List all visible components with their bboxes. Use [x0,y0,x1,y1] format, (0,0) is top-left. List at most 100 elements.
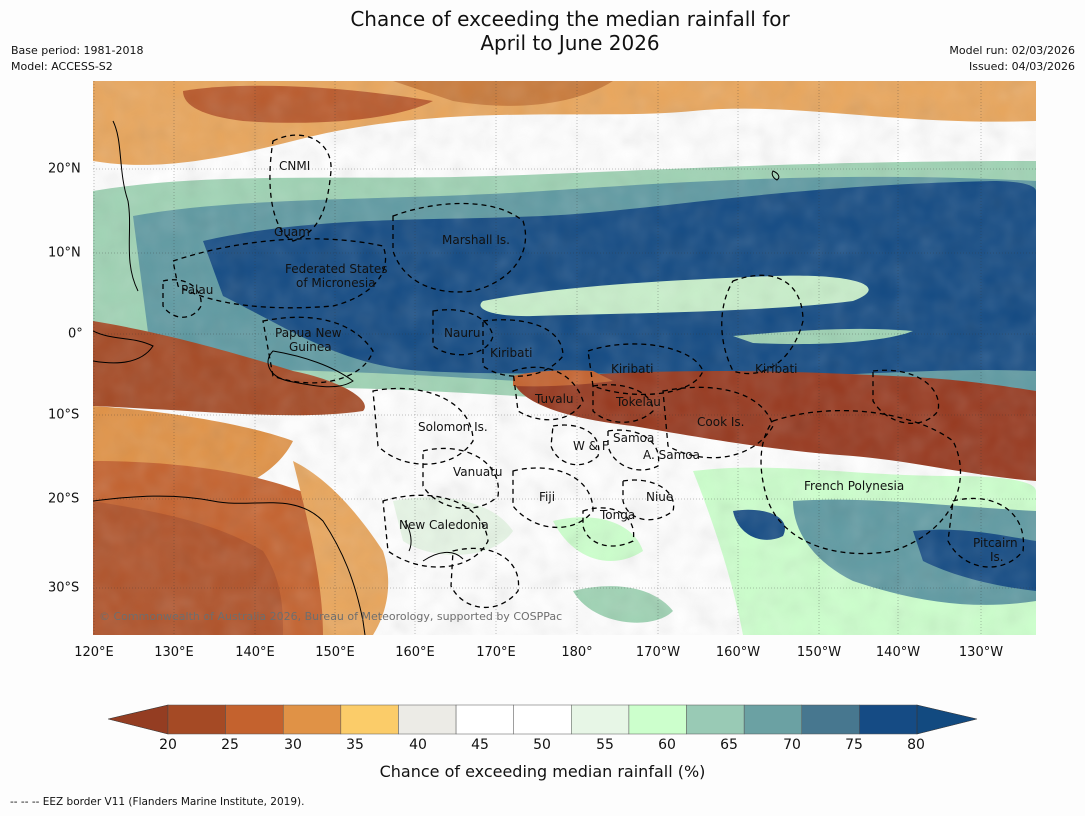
eez-kiribati-central [587,343,704,395]
y-tick: 20°N [48,161,81,177]
colorbar-tick: 20 [159,737,177,753]
run-info: Model run: 02/03/2026 Issued: 04/03/2026 [949,43,1075,75]
eez-tonga [582,507,635,547]
label-kiribati-central: Kiribati [611,362,653,376]
label-guam: Guam [274,225,310,239]
label-marshall: Marshall Is. [442,233,510,247]
colorbar-tick: 40 [409,737,427,753]
eez-vanuatu [422,447,499,509]
eez-png [262,316,374,384]
colorbar-tick: 25 [221,737,239,753]
model-run-date: Model run: 02/03/2026 [949,44,1075,57]
colorbar-tick: 35 [346,737,364,753]
y-tick: 20°S [48,491,80,507]
colorbar-cell [167,704,226,735]
new-caledonia-coast [422,552,464,562]
eez-tokelau [592,384,654,423]
colorbar-tick: 50 [533,737,551,753]
copyright-credit: © Commonwealth of Australia 2026, Bureau… [99,610,563,623]
map-title: Chance of exceeding the median rainfall … [0,7,1085,55]
label-new-caledonia: New Caledonia [399,518,489,532]
eez-solomon [372,387,474,465]
y-tick: 10°S [48,407,80,423]
label-pitcairn-line2: Is. [990,550,1004,564]
label-png-line2: Guinea [289,340,332,354]
model-name: Model: ACCESS-S2 [11,60,113,73]
colorbar-tick: 65 [720,737,738,753]
rainfall-map-svg: CNMI Guam Marshall Is. Federated States … [93,81,1036,635]
label-cnmi: CNMI [279,159,310,173]
colorbar-cell [282,704,342,735]
colorbar-cell [743,704,803,735]
eez-marshall [392,202,527,293]
label-palau: Palau [181,283,213,297]
x-tick: 130°E [154,645,194,660]
label-kiribati-west: Kiribati [490,346,532,360]
label-french-polynesia: French Polynesia [804,479,904,493]
eez-fsm [172,238,387,309]
colorbar-tick: 30 [284,737,302,753]
x-tick: 170°E [476,645,516,660]
hawaii-coast [771,170,780,181]
colorbar-tick: 55 [596,737,614,753]
colorbar-cell [628,704,687,735]
colorbar-tick: 75 [845,737,863,753]
label-kiribati-east: Kiribati [755,362,797,376]
label-cook: Cook Is. [697,415,744,429]
colorbar-cell [340,704,399,735]
philippines-coast [112,120,139,292]
label-fiji: Fiji [539,490,555,504]
x-tick: 160°E [395,645,435,660]
title-line-1: Chance of exceeding the median rainfall … [350,7,790,31]
label-png-line1: Papua New [275,326,342,340]
label-asamoa: A. Samoa [643,448,700,462]
eez-kiribati-east [721,274,804,375]
colorbar-cell [225,704,284,735]
colorbar-cells [167,704,918,735]
x-tick: 130°W [958,645,1004,660]
eez-borders [162,134,1025,608]
colorbar-tick: 60 [658,737,676,753]
y-tick: 30°S [48,580,80,596]
label-vanuatu: Vanuatu [453,465,503,479]
region-labels: CNMI Guam Marshall Is. Federated States … [181,159,1018,564]
model-info: Base period: 1981-2018 Model: ACCESS-S2 [11,43,143,75]
label-tonga: Tonga [599,508,635,522]
label-pitcairn-line1: Pitcairn [973,536,1018,550]
x-tick: 160°W [715,645,761,660]
label-tokelau: Tokelau [615,395,661,409]
x-tick: 180° [561,645,593,660]
colorbar-tick: 70 [783,737,801,753]
colorbar-cell [513,704,572,735]
colorbar-under-arrow [108,704,169,735]
eez-pitcairn [947,497,1025,568]
x-tick: 140°E [235,645,275,660]
issued-date: Issued: 04/03/2026 [968,60,1075,73]
vanuatu-coast [404,520,412,552]
label-fsm-line2: of Micronesia [296,276,376,290]
field-texture [93,81,1036,635]
x-tick: 170°W [635,645,681,660]
eez-samoa [607,429,660,471]
eez-norfolk [450,547,520,608]
label-wf: W & F [573,439,609,453]
base-period: Base period: 1981-2018 [11,44,144,57]
colorbar [108,704,978,735]
label-fsm-line1: Federated States [285,262,387,276]
eez-cook [662,386,774,459]
eez-french-polynesia [760,409,962,555]
colorbar-cell [686,704,745,735]
eez-footnote: -- -- -- EEZ border V11 (Flanders Marine… [10,796,305,808]
x-tick: 120°E [74,645,114,660]
colorbar-cell [571,704,630,735]
eez-wf [550,424,600,466]
new-guinea-coast [267,350,354,388]
x-tick: 150°E [315,645,355,660]
colorbar-cell [455,704,514,735]
eez-french-polynesia-north [872,369,940,424]
australia-coast [93,495,366,635]
colorbar-cell [398,704,457,735]
graticule [93,81,1036,635]
x-tick: 150°W [796,645,842,660]
indonesia-coast [93,330,154,364]
